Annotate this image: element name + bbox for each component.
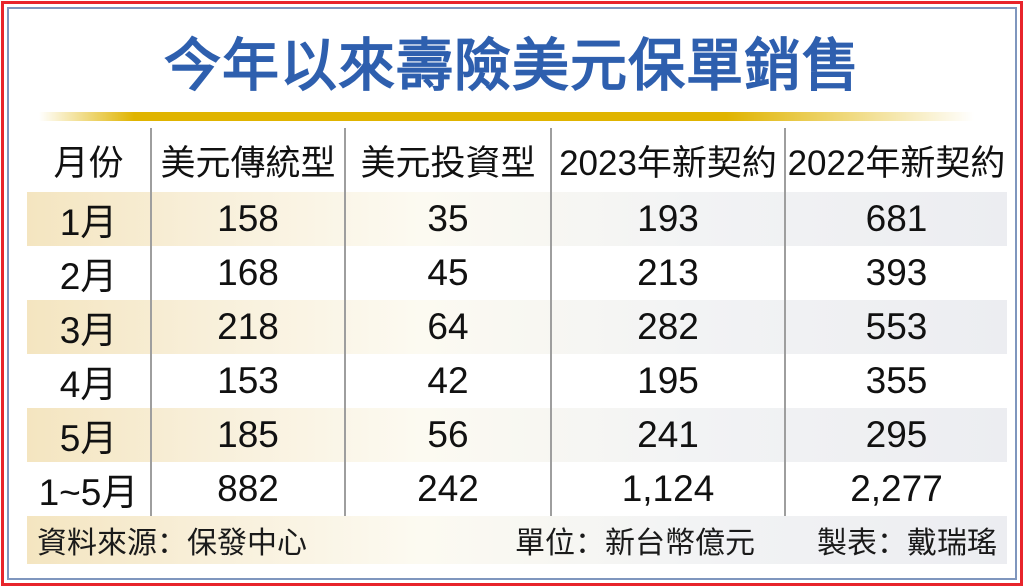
title-bar: 今年以來壽險美元保單銷售 xyxy=(9,9,1015,112)
header-cell-usd-traditional: 美元傳統型 xyxy=(152,128,346,192)
month-cell: 5月 xyxy=(27,408,152,462)
value-cell: 218 xyxy=(152,300,346,354)
table-row-feb: 2月 168 45 213 393 xyxy=(27,246,1007,300)
value-cell: 242 xyxy=(346,462,552,516)
table-footer: 資料來源：保發中心 單位：新台幣億元 製表：戴瑞瑤 xyxy=(27,516,1007,564)
value-cell: 681 xyxy=(865,198,928,239)
value-cell: 168 xyxy=(152,246,346,300)
value-cell: 56 xyxy=(346,408,552,462)
value-cell: 195 xyxy=(552,354,786,408)
value-cell: 295 xyxy=(865,414,928,455)
data-source-label: 資料來源：保發中心 xyxy=(37,527,307,560)
value-cell: 42 xyxy=(346,354,552,408)
value-cell: 282 xyxy=(552,300,786,354)
inner-blue-frame: 今年以來壽險美元保單銷售 月份 美元傳統型 美元投資型 2023年新契約 202… xyxy=(7,7,1017,580)
value-cell: 185 xyxy=(152,408,346,462)
table-row-jan-to-may-total: 1~5月 882 242 1,124 2,277 xyxy=(27,462,1007,516)
table-header-row: 月份 美元傳統型 美元投資型 2023年新契約 2022年新契約 xyxy=(27,128,1007,192)
value-cell: 35 xyxy=(346,192,552,246)
value-cell: 64 xyxy=(346,300,552,354)
value-cell: 2,277 xyxy=(850,468,943,509)
table-row-may: 5月 185 56 241 295 xyxy=(27,408,1007,462)
credit-label: 製表：戴瑞瑤 xyxy=(817,527,997,560)
header-cell-month: 月份 xyxy=(27,128,152,192)
month-cell: 1~5月 xyxy=(27,462,152,516)
table-row-apr: 4月 153 42 195 355 xyxy=(27,354,1007,408)
value-cell: 882 xyxy=(152,462,346,516)
data-table: 月份 美元傳統型 美元投資型 2023年新契約 2022年新契約 1月 158 … xyxy=(27,128,1007,516)
unit-label: 單位：新台幣億元 xyxy=(515,527,755,560)
header-cell-2023-contracts: 2023年新契約 xyxy=(552,128,786,192)
value-cell: 553 xyxy=(865,306,928,347)
month-cell: 3月 xyxy=(27,300,152,354)
value-cell: 213 xyxy=(552,246,786,300)
page-title: 今年以來壽險美元保單銷售 xyxy=(164,33,860,98)
gold-divider xyxy=(39,112,993,121)
value-cell: 153 xyxy=(152,354,346,408)
month-cell: 1月 xyxy=(27,192,152,246)
month-cell: 2月 xyxy=(27,246,152,300)
header-cell-usd-investment: 美元投資型 xyxy=(346,128,552,192)
value-cell: 158 xyxy=(152,192,346,246)
value-cell: 1,124 xyxy=(552,462,786,516)
value-cell: 393 xyxy=(865,252,928,293)
month-cell: 4月 xyxy=(27,354,152,408)
header-cell-2022-contracts: 2022年新契約 xyxy=(787,143,1006,183)
value-cell: 241 xyxy=(552,408,786,462)
value-cell: 355 xyxy=(865,360,928,401)
table-row-mar: 3月 218 64 282 553 xyxy=(27,300,1007,354)
table-row-jan: 1月 158 35 193 681 xyxy=(27,192,1007,246)
value-cell: 193 xyxy=(552,192,786,246)
value-cell: 45 xyxy=(346,246,552,300)
